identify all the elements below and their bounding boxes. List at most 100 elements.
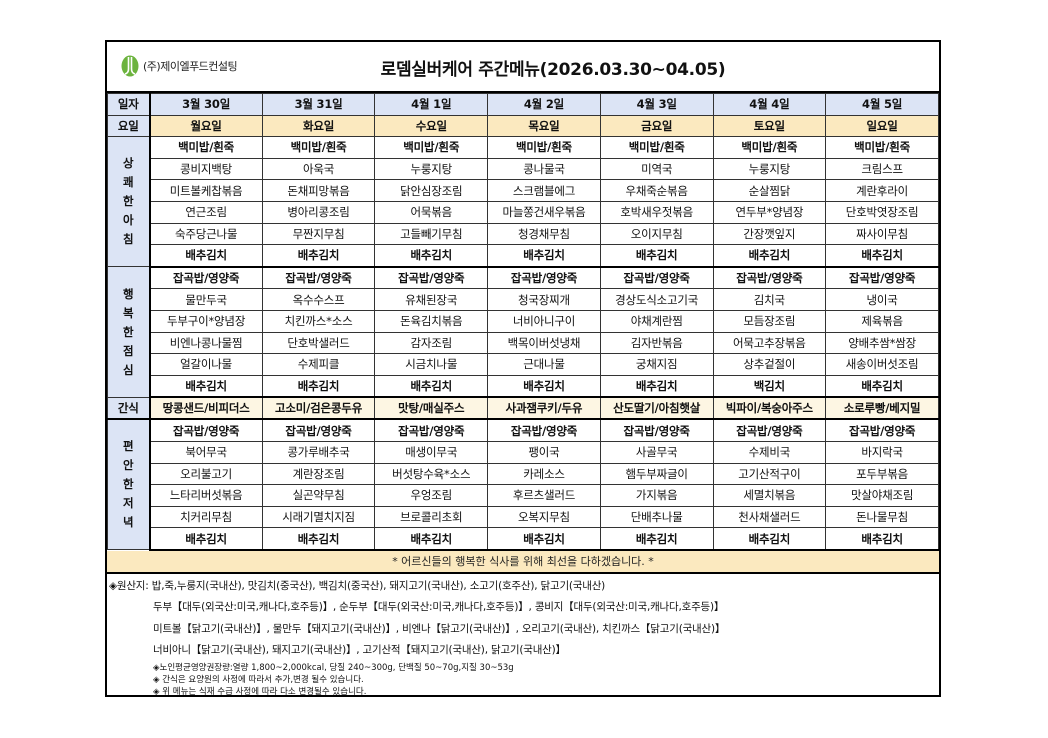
menu-item: 냉이국 [825,288,939,311]
date-cell: 4월 3일 [599,93,714,116]
menu-item: 계란후라이 [825,179,939,202]
origin-line: 두부【대두(외국산:미국,캐나다,호주등)】, 순두부【대두(외국산:미국,캐나… [153,601,725,614]
menu-item: 돈채피망볶음 [261,179,376,202]
origin-notes: ◈원산지: 밥,죽,누룽지(국내산), 맛김치(중국산), 백김치(중국산), … [107,574,939,698]
menu-item: 콩나물국 [487,157,601,181]
menu-item: 카레소스 [487,462,601,486]
menu-item: 시금치나물 [374,353,489,376]
menu-item: 치킨까스*소스 [261,309,376,333]
menu-change-note: ◈ 위 메뉴는 식재 수급 사정에 따라 다소 변경될수 있습니다. [153,686,367,697]
weekday-cell: 금요일 [599,114,714,138]
breakfast-row: 상 쾌 한 아 침 백미밥/흰죽 백미밥/흰죽 백미밥/흰죽 백미밥/흰죽 백미밥/흰죽 백미밥/흰… [107,136,939,268]
date-cell: 3월 31일 [261,93,376,116]
menu-item: 잡곡밥/영양죽 [599,266,714,290]
menu-item: 잡곡밥/영양죽 [712,266,827,290]
menu-item: 느타리버섯볶음 [149,484,263,507]
snack-item: 빅파이/복숭아주스 [712,396,827,421]
menu-item: 세멸치볶음 [712,484,827,507]
menu-item: 실곤약무침 [261,484,376,507]
snack-item: 산도딸기/아침햇살 [599,396,714,421]
menu-item: 돈나물무침 [825,505,939,529]
menu-item: 어묵고추장볶음 [712,331,827,355]
date-row: 일자 3월 30일 3월 31일 4월 1일 4월 2일 4월 3일 4월 4일… [107,93,939,116]
menu-item: 청국장찌개 [487,288,601,311]
snack-item: 고소미/검은콩두유 [261,396,376,421]
menu-item: 오리불고기 [149,462,263,486]
breakfast-row: 연근조림 병아리콩조림 어묵볶음 마늘쫑건새우볶음 호박새우젓볶음 연두부*양념장 단호박엿… [108,200,939,224]
menu-item: 배추김치 [599,374,714,399]
menu-item: 돈육김치볶음 [374,309,489,333]
menu-item: 후르츠샐러드 [487,484,601,507]
menu-item: 백미밥/흰죽 [599,136,714,159]
menu-item: 감자조림 [374,331,489,355]
menu-item: 오복지무침 [487,505,601,529]
menu-item: 북어무국 [149,440,263,464]
menu-item: 바지락국 [825,440,939,464]
weekday-cell: 토요일 [712,114,827,138]
menu-item: 배추김치 [825,527,939,551]
menu-item: 비엔나콩나물찜 [149,331,263,355]
menu-item: 천사채샐러드 [712,505,827,529]
menu-item: 수제비국 [712,440,827,464]
menu-item: 스크램블에그 [487,179,601,202]
title-bar: (주)제이엘푸드컨설팅 로뎀실버케어 주간메뉴(2026.03.30~04.05… [107,42,939,93]
menu-item: 무짠지무침 [261,222,376,246]
snack-item: 맛탕/매실주스 [374,396,489,421]
menu-item: 고기산적구이 [712,462,827,486]
menu-item: 청경채무침 [487,222,601,246]
breakfast-row: 배추김치 배추김치 배추김치 배추김치 배추김치 배추김치 배추김치 [108,244,939,268]
menu-item: 호박새우젓볶음 [599,200,714,224]
menu-item: 닭안심장조림 [374,179,489,202]
weekday-label: 요일 [107,114,151,138]
menu-item: 누룽지탕 [374,157,489,181]
lunch-row: 비엔나콩나물찜 단호박샐러드 감자조림 백목이버섯냉채 김자반볶음 어묵고추장볶음 양배추쌈… [108,331,939,355]
menu-item: 잡곡밥/영양죽 [261,418,376,442]
menu-item: 치커리무침 [149,505,263,529]
snack-row: 간식 땅콩샌드/비피더스 고소미/검은콩두유 맛탕/매실주스 사과잼쿠키/두유 산도딸기/… [107,396,939,421]
menu-item: 유채된장국 [374,288,489,311]
dinner-row: 오리불고기 계란장조림 버섯탕수육*소스 카레소스 햄두부짜글이 고기산적구이 포두부볶음 [108,462,939,486]
menu-item: 크림스프 [825,157,939,181]
menu-item: 순살찜닭 [712,179,827,202]
menu-item: 오이지무침 [599,222,714,246]
lunch-row: 물만두국 옥수수스프 유채된장국 청국장찌개 경상도식소고기국 김치국 냉이국 [108,288,939,311]
menu-item: 숙주당근나물 [149,222,263,246]
menu-item: 배추김치 [149,244,263,268]
origin-line: 너비아니【닭고기(국내산), 돼지고기(국내산)】, 고기산적【돼지고기(국내산… [153,644,566,657]
menu-item: 마늘쫑건새우볶음 [487,200,601,224]
menu-item: 옥수수스프 [261,288,376,311]
snack-item: 땅콩샌드/비피더스 [149,396,263,421]
date-cell: 3월 30일 [149,93,263,116]
menu-item: 가지볶음 [599,484,714,507]
date-cell: 4월 1일 [374,93,489,116]
menu-item: 병아리콩조림 [261,200,376,224]
menu-item: 잡곡밥/영양죽 [261,266,376,290]
menu-item: 잡곡밥/영양죽 [149,418,263,442]
menu-item: 연근조림 [149,200,263,224]
menu-item: 고들빼기무침 [374,222,489,246]
menu-item: 버섯탕수육*소스 [374,462,489,486]
menu-item: 배추김치 [374,374,489,399]
nutrition-note: ◈노인평균영양권장량:열량 1,800~2,000kcal, 당질 240~30… [153,662,514,673]
menu-item: 배추김치 [149,527,263,551]
menu-item: 단배추나물 [599,505,714,529]
date-label: 일자 [107,93,151,116]
menu-item: 배추김치 [825,244,939,268]
menu-item: 야채계란찜 [599,309,714,333]
snack-item: 사과잼쿠키/두유 [487,396,601,421]
menu-item: 잡곡밥/영양죽 [712,418,827,442]
breakfast-row: 숙주당근나물 무짠지무침 고들빼기무침 청경채무침 오이지무침 간장깻잎지 짜사이무침 [108,222,939,246]
menu-item: 물만두국 [149,288,263,311]
date-cell: 4월 2일 [487,93,601,116]
menu-item: 잡곡밥/영양죽 [825,266,939,290]
menu-item: 근대나물 [487,353,601,376]
page-title: 로뎀실버케어 주간메뉴(2026.03.30~04.05) [380,60,726,80]
menu-item: 배추김치 [487,374,601,399]
weekday-cell: 화요일 [261,114,376,138]
menu-item: 시래기멸치지짐 [261,505,376,529]
menu-item: 브로콜리초회 [374,505,489,529]
weekday-cell: 월요일 [149,114,263,138]
